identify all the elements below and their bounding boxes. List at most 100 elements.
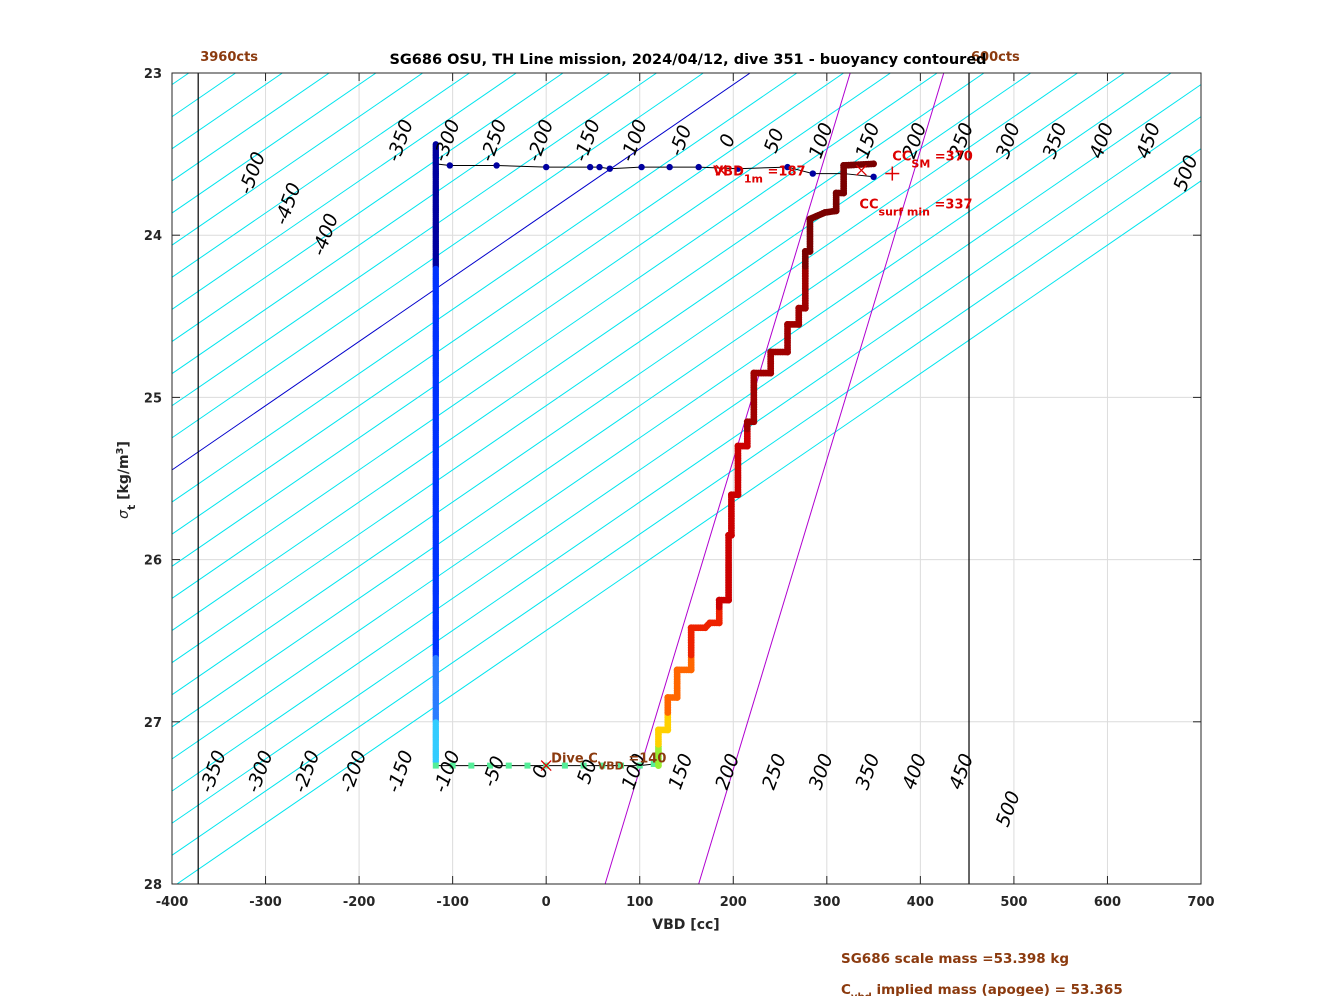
apogee-point xyxy=(524,762,531,769)
contour-label-bottom: -250 xyxy=(289,748,324,796)
x-tick-label: 200 xyxy=(720,895,747,910)
y-tick-label: 27 xyxy=(144,716,162,731)
contour-line xyxy=(176,180,1201,884)
contour-line xyxy=(172,73,704,439)
contour-label-top: 100 xyxy=(805,120,838,162)
surface-point xyxy=(586,163,594,171)
contour-label-bottom: -50 xyxy=(478,753,509,790)
x-tick-label: 0 xyxy=(542,895,551,910)
contour-line xyxy=(172,73,1078,696)
climb-point xyxy=(870,160,877,168)
apogee-point xyxy=(636,762,643,769)
x-tick-label: 700 xyxy=(1187,895,1214,910)
surface-point xyxy=(638,163,645,171)
contour-line xyxy=(172,73,985,632)
footer-implied-mass-sub: vbd xyxy=(851,992,872,996)
contour-line xyxy=(172,73,564,343)
contour-label-bottom: 300 xyxy=(805,751,838,793)
footer-implied-mass-rest: implied mass (apogee) = 53.365 xyxy=(872,982,1123,996)
count-limit-label: 600cts xyxy=(971,50,1020,65)
contour-line xyxy=(172,73,891,567)
contour-label-bottom: -300 xyxy=(242,748,277,796)
chart-title: SG686 OSU, TH Line mission, 2024/04/12, … xyxy=(389,52,986,68)
contour-line xyxy=(172,73,190,86)
x-axis-label: VBD [cc] xyxy=(652,917,719,933)
y-axis-label: σt [kg/m3] xyxy=(115,441,138,519)
contour-label-top: -350 xyxy=(383,117,418,165)
contour-line xyxy=(172,73,1125,728)
y-tick-label: 28 xyxy=(144,878,162,893)
surface-point xyxy=(446,162,454,169)
y-axis-label-units: [kg/m xyxy=(116,454,132,504)
y-tick-label: 24 xyxy=(144,229,162,244)
cc-sm-label-suffix: =370 xyxy=(930,150,973,165)
contour-line xyxy=(172,73,470,278)
x-tick-label: 500 xyxy=(1000,895,1027,910)
contour-line xyxy=(172,116,1201,824)
x-tick-label: 600 xyxy=(1094,895,1121,910)
apogee-point xyxy=(599,762,606,769)
y-tick-label: 26 xyxy=(144,554,162,569)
contour-label-top: 350 xyxy=(1039,120,1072,162)
count-limit-label: 3960cts xyxy=(200,50,258,65)
apogee-point xyxy=(468,762,475,769)
x-tick-label: 100 xyxy=(626,895,653,910)
contour-label-bottom: -150 xyxy=(383,748,418,796)
contour-label-top: 0 xyxy=(715,131,740,150)
cc-surf-min-label: CCsurf min =337 xyxy=(859,197,972,218)
vbd-1m-marker xyxy=(715,164,727,176)
annotations: -500-450-400-350 -300 -250 -200 -150 -100 -50 0… xyxy=(195,117,1202,830)
apogee-point xyxy=(561,762,568,769)
axis-ticks: -400 -300 -200 -100 0 100 200 300 400 500 600 70023… xyxy=(144,67,1215,910)
y-tick-label: 25 xyxy=(144,391,162,406)
cc-sm-label-sub: SM xyxy=(911,157,930,170)
surface-point xyxy=(809,170,816,177)
contour-label-top: 400 xyxy=(1085,120,1118,162)
contour-label-top: -200 xyxy=(523,117,558,165)
surface-point xyxy=(695,163,702,171)
dive-cvbd-label: Dive CVBD =140 xyxy=(551,752,666,773)
surface-point xyxy=(596,163,603,171)
contour-label-top: 450 xyxy=(1132,120,1165,162)
magenta-line xyxy=(698,73,945,884)
contour-line xyxy=(172,73,611,375)
contour-line xyxy=(172,73,938,599)
contour-label-top: -250 xyxy=(476,117,511,165)
contour-line xyxy=(172,73,517,310)
vbd-1m-label-suffix: =187 xyxy=(763,164,806,179)
contour-label-bottom: 250 xyxy=(758,751,791,793)
contour-label-top: -300 xyxy=(429,117,464,165)
y-axis-label-end: ] xyxy=(116,441,132,447)
apogee-point xyxy=(580,762,587,769)
contour-label-bottom: 150 xyxy=(664,751,697,793)
contour-label-top: 500 xyxy=(1169,152,1202,194)
cc-sm-label-prefix: CC xyxy=(892,150,911,165)
contour-line xyxy=(172,73,283,150)
apogee-point xyxy=(650,760,657,767)
x-tick-label: 400 xyxy=(907,895,934,910)
surface-point xyxy=(666,163,673,171)
count-limit-lines: 3960cts 600cts xyxy=(197,50,1020,884)
contour-line xyxy=(172,148,1201,856)
contour-label-bottom: 500 xyxy=(992,788,1025,830)
contour-label-top: -500 xyxy=(235,149,270,197)
contour-label-bottom: 350 xyxy=(851,751,884,793)
apogee-point xyxy=(618,762,625,769)
y-axis-label-sup: 3 xyxy=(115,447,126,454)
cc-surf-min-label-prefix: CC xyxy=(859,197,878,212)
vbd-1m-label: VBD1m =187 xyxy=(713,164,805,185)
cc-surf-min-label-sub: surf min xyxy=(879,205,930,218)
contour-line xyxy=(172,73,423,246)
y-axis-label-sigma: σ xyxy=(116,509,132,519)
dive-cvbd-marker xyxy=(540,760,552,772)
contour-label-top: -150 xyxy=(570,117,605,165)
footer-scale-mass: SG686 scale mass =53.398 kg xyxy=(841,951,1069,967)
dive-cvbd-label-suffix: =140 xyxy=(624,752,667,767)
y-axis-label-sub: t xyxy=(125,505,138,510)
contour-label-bottom: -350 xyxy=(195,748,230,796)
y-tick-label: 23 xyxy=(144,67,162,82)
contour-label-top: 50 xyxy=(760,126,789,156)
surface-point xyxy=(432,160,439,168)
contour-label-top: 300 xyxy=(992,120,1025,162)
data-series xyxy=(432,141,877,769)
